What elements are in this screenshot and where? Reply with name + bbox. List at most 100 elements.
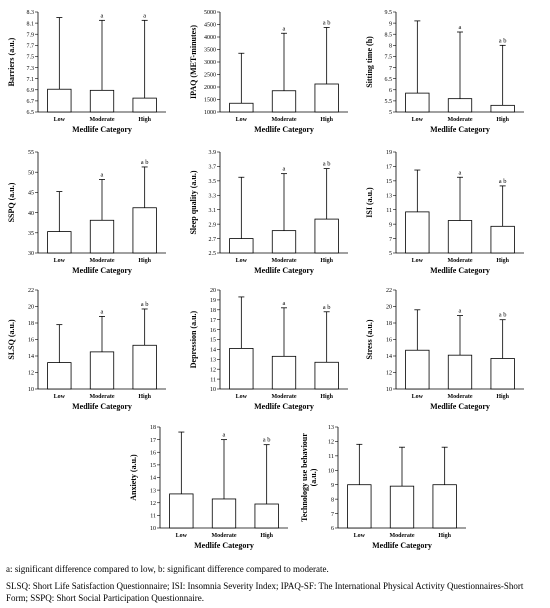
y-tick-label: 16	[28, 338, 34, 344]
x-tick-label: Moderate	[272, 258, 297, 264]
y-tick-label: 3.1	[209, 208, 217, 214]
y-tick-label: 7.5	[385, 55, 393, 61]
x-axis-title: Medlife Category	[430, 125, 490, 134]
bar	[405, 92, 430, 113]
y-tick-label: 10	[386, 387, 392, 393]
significance-label: a	[101, 12, 104, 19]
y-tick-label: 20	[386, 305, 392, 311]
y-tick-label: 8.5	[385, 32, 393, 38]
chart-panel: 6.5 6.7 6.9 7.1 7.3 7.5 7.7 7.9 8.1 8.3 Low a Modera…	[7, 10, 166, 134]
bar	[271, 355, 297, 390]
y-tick-label: 14	[386, 354, 392, 360]
significance-label: a b	[323, 20, 331, 27]
significance-label: a	[283, 300, 286, 307]
bar	[47, 88, 72, 113]
x-tick-label: Low	[412, 258, 424, 264]
x-tick-label: High	[496, 258, 509, 264]
y-tick-label: 8	[389, 44, 392, 50]
bar	[271, 90, 297, 113]
y-tick-label: 6.5	[27, 110, 35, 116]
y-tick-label: 10	[150, 526, 156, 532]
y-tick-label: 17	[210, 318, 216, 324]
bar	[271, 230, 297, 254]
y-tick-label: 3.9	[209, 150, 217, 156]
y-tick-label: 6.5	[385, 77, 393, 83]
bar	[229, 348, 254, 390]
x-tick-label: Moderate	[90, 258, 115, 264]
bar	[447, 220, 473, 254]
bar	[490, 225, 515, 254]
bar	[314, 218, 339, 254]
bar	[89, 219, 115, 254]
y-tick-label: 15	[210, 338, 216, 344]
y-axis-title: Depression (a.u.)	[189, 310, 198, 368]
x-tick-label: Moderate	[90, 394, 115, 400]
y-tick-label: 7.1	[27, 77, 35, 83]
significance-label: a b	[323, 161, 331, 168]
y-tick-label: 16	[386, 338, 392, 344]
y-tick-label: 5000	[204, 10, 216, 16]
bar	[405, 349, 430, 390]
y-tick-label: 20	[210, 288, 216, 294]
x-tick-label: High	[320, 258, 333, 264]
x-tick-label: Moderate	[90, 117, 115, 123]
x-tick-label: High	[260, 533, 273, 539]
bar	[490, 104, 515, 113]
significance-label: a	[459, 24, 462, 31]
y-tick-label: 1000	[204, 110, 216, 116]
significance-label: a	[101, 171, 104, 178]
y-axis-title: Sleep quality (a.u.)	[189, 170, 198, 234]
x-tick-label: High	[496, 394, 509, 400]
y-tick-label: 35	[28, 231, 34, 237]
y-tick-label: 18	[28, 321, 34, 327]
x-tick-label: Low	[176, 533, 188, 539]
significance-label: a b	[141, 159, 149, 166]
x-tick-label: Moderate	[272, 117, 297, 123]
significance-label: a	[143, 12, 146, 19]
bar	[405, 211, 430, 254]
x-axis-title: Medlife Category	[372, 541, 432, 550]
x-tick-label: High	[438, 533, 451, 539]
y-tick-label: 7.5	[27, 55, 35, 61]
y-tick-label: 30	[28, 251, 34, 257]
bar	[132, 207, 157, 254]
y-tick-label: 3.7	[209, 165, 217, 171]
y-tick-label: 11	[210, 377, 216, 383]
x-axis-title: Medlife Category	[194, 541, 254, 550]
y-tick-label: 14	[28, 354, 34, 360]
y-axis-title: Stress (a.u.)	[365, 319, 374, 359]
y-tick-label: 2500	[204, 73, 216, 79]
y-tick-label: 14	[210, 348, 216, 354]
abbreviations-caption: SLSQ: Short Life Satisfaction Questionna…	[6, 581, 524, 603]
y-tick-label: 12	[328, 440, 334, 446]
y-tick-label: 17	[386, 165, 392, 171]
x-tick-label: Moderate	[448, 258, 473, 264]
y-tick-label: 22	[386, 288, 392, 294]
y-tick-label: 10	[210, 387, 216, 393]
y-tick-label: 9.5	[385, 10, 393, 16]
x-tick-label: Low	[236, 258, 248, 264]
chart-panel: 6 7 8 9 10 11 12 13 Low Moderate High Medlife Categ…	[300, 425, 466, 550]
y-tick-label: 12	[28, 371, 34, 377]
y-tick-label: 13	[328, 425, 334, 431]
y-tick-label: 6.9	[27, 88, 35, 94]
y-tick-label: 7	[331, 512, 334, 518]
y-tick-label: 1500	[204, 98, 216, 104]
x-tick-label: Low	[236, 117, 248, 123]
x-axis-title: Medlife Category	[72, 125, 132, 134]
x-tick-label: Low	[54, 117, 66, 123]
chart-panel: 5 5.5 6 6.5 7 7.5 8 8.5 9 9.5 Low a Moderate a b High M…	[365, 10, 524, 134]
y-tick-label: 55	[28, 150, 34, 156]
bar	[132, 344, 157, 390]
x-tick-label: High	[320, 117, 333, 123]
y-tick-label: 12	[150, 501, 156, 507]
y-tick-label: 4500	[204, 23, 216, 29]
bar	[132, 97, 157, 113]
y-axis-title: ISI (a.u.)	[365, 187, 374, 218]
bar	[447, 98, 473, 113]
bar	[89, 351, 115, 390]
y-axis-title: SSPQ (a.u.)	[7, 182, 16, 222]
chart-panel: 5 7 9 11 13 15 17 19 Low a Moderate a b High Medlife …	[365, 150, 524, 275]
y-tick-label: 14	[150, 476, 156, 482]
significance-label: a b	[263, 437, 271, 444]
